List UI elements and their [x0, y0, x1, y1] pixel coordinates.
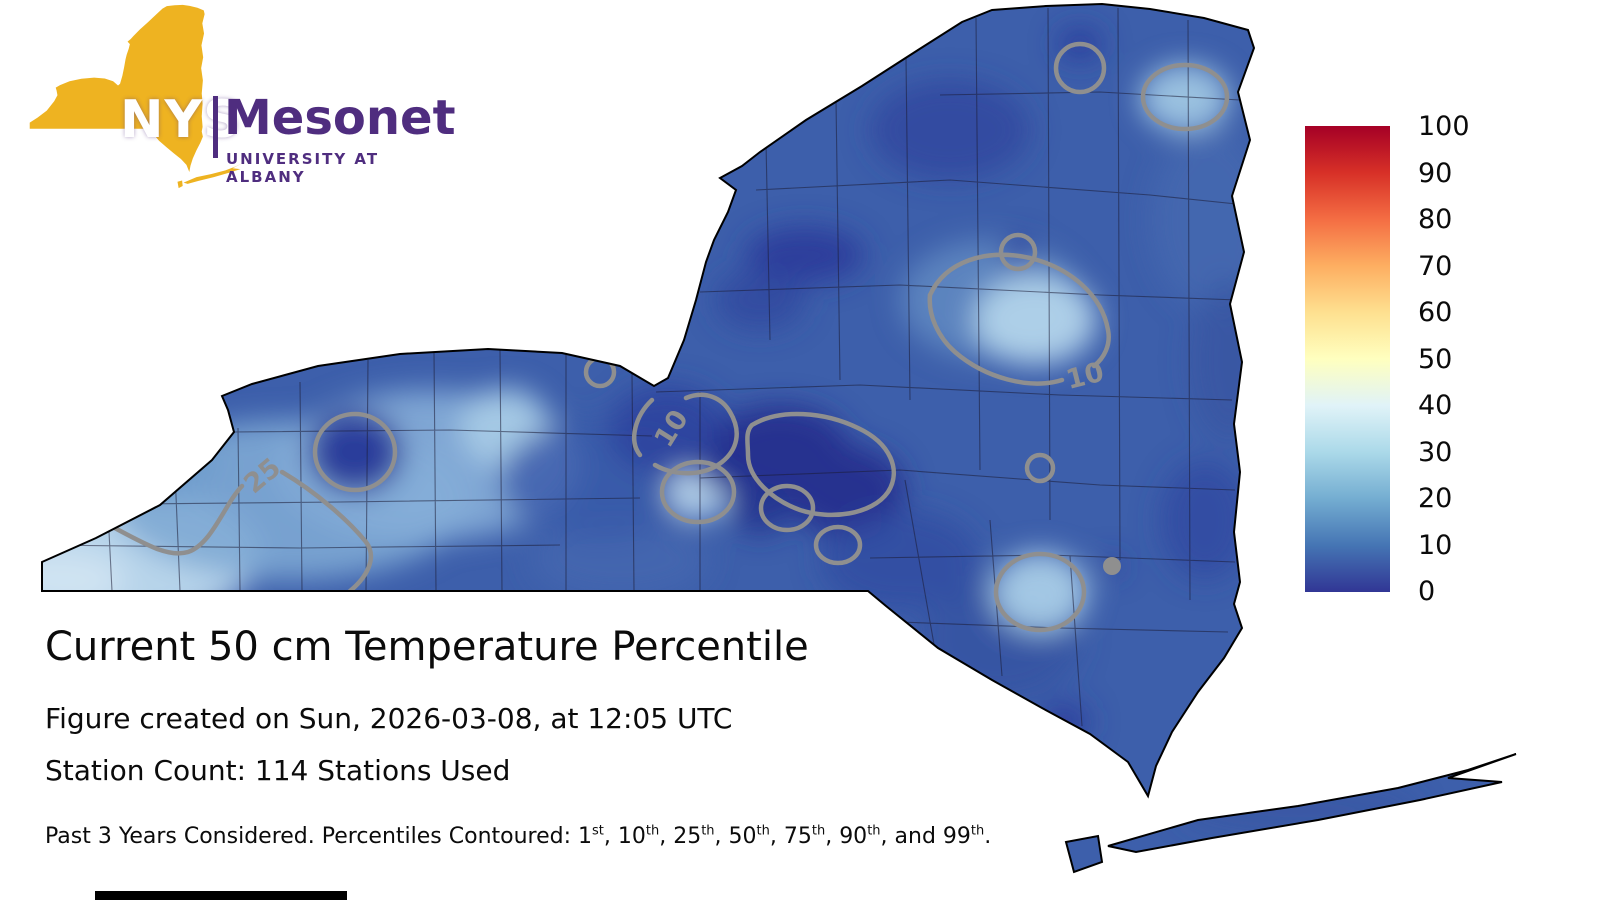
footnote-item: 1	[578, 824, 593, 849]
footnote-ordinal: th	[701, 823, 715, 839]
colorbar-tick: 30	[1418, 436, 1453, 468]
colorbar-tick: 60	[1418, 297, 1453, 328]
colorbar-tick: 100	[1418, 111, 1470, 142]
footnote-prefix: Past 3 Years Considered. Percentiles Con…	[45, 824, 579, 849]
logo-acronym: NYS	[120, 90, 242, 150]
colorbar-gradient	[1305, 126, 1390, 592]
colorbar-tick: 10	[1418, 529, 1453, 561]
colorbar-tick: 20	[1418, 483, 1453, 514]
figure-created-line: Figure created on Sun, 2026-03-08, at 12…	[45, 702, 733, 735]
footnote-ordinal: st	[592, 823, 604, 839]
footnote-ordinal: th	[970, 823, 985, 839]
footnote-item: , 90	[825, 824, 868, 849]
bottom-edge-bar	[95, 891, 347, 900]
colorbar-ticks: 100 90 80 70 60 50 40 30 20 10 0	[1418, 113, 1470, 605]
contour-lines	[42, 41, 1230, 633]
station-count-line: Station Count: 114 Stations Used	[45, 754, 511, 787]
footnote-ordinal: th	[811, 823, 826, 839]
colorbar-tick: 80	[1418, 204, 1453, 235]
colorbar-tick: 0	[1418, 576, 1436, 607]
colorbar-tick: 50	[1418, 343, 1453, 375]
footnote-suffix: .	[984, 824, 992, 849]
logo-affiliation: UNIVERSITY AT ALBANY	[226, 150, 380, 186]
footnote-ordinal: th	[645, 823, 660, 839]
figure-title: Current 50 cm Temperature Percentile	[45, 624, 809, 670]
footnote-item: , 10	[603, 824, 646, 849]
logo-divider	[213, 96, 218, 158]
logo-name: Mesonet	[224, 90, 456, 146]
footnote: Past 3 Years Considered. Percentiles Con…	[45, 824, 991, 849]
nys-mesonet-logo: NYS Mesonet UNIVERSITY AT ALBANY	[28, 4, 458, 209]
colorbar-tick: 70	[1418, 250, 1453, 282]
footnote-item: , 75	[769, 824, 812, 849]
footnote-item: , 50	[714, 824, 757, 849]
footnote-ordinal: th	[756, 823, 770, 839]
footnote-item: , and 99	[880, 824, 971, 849]
footnote-ordinal: th	[867, 823, 881, 839]
footnote-item: , 25	[659, 824, 702, 849]
colorbar-tick: 40	[1418, 390, 1453, 421]
colorbar-tick: 90	[1418, 157, 1453, 189]
